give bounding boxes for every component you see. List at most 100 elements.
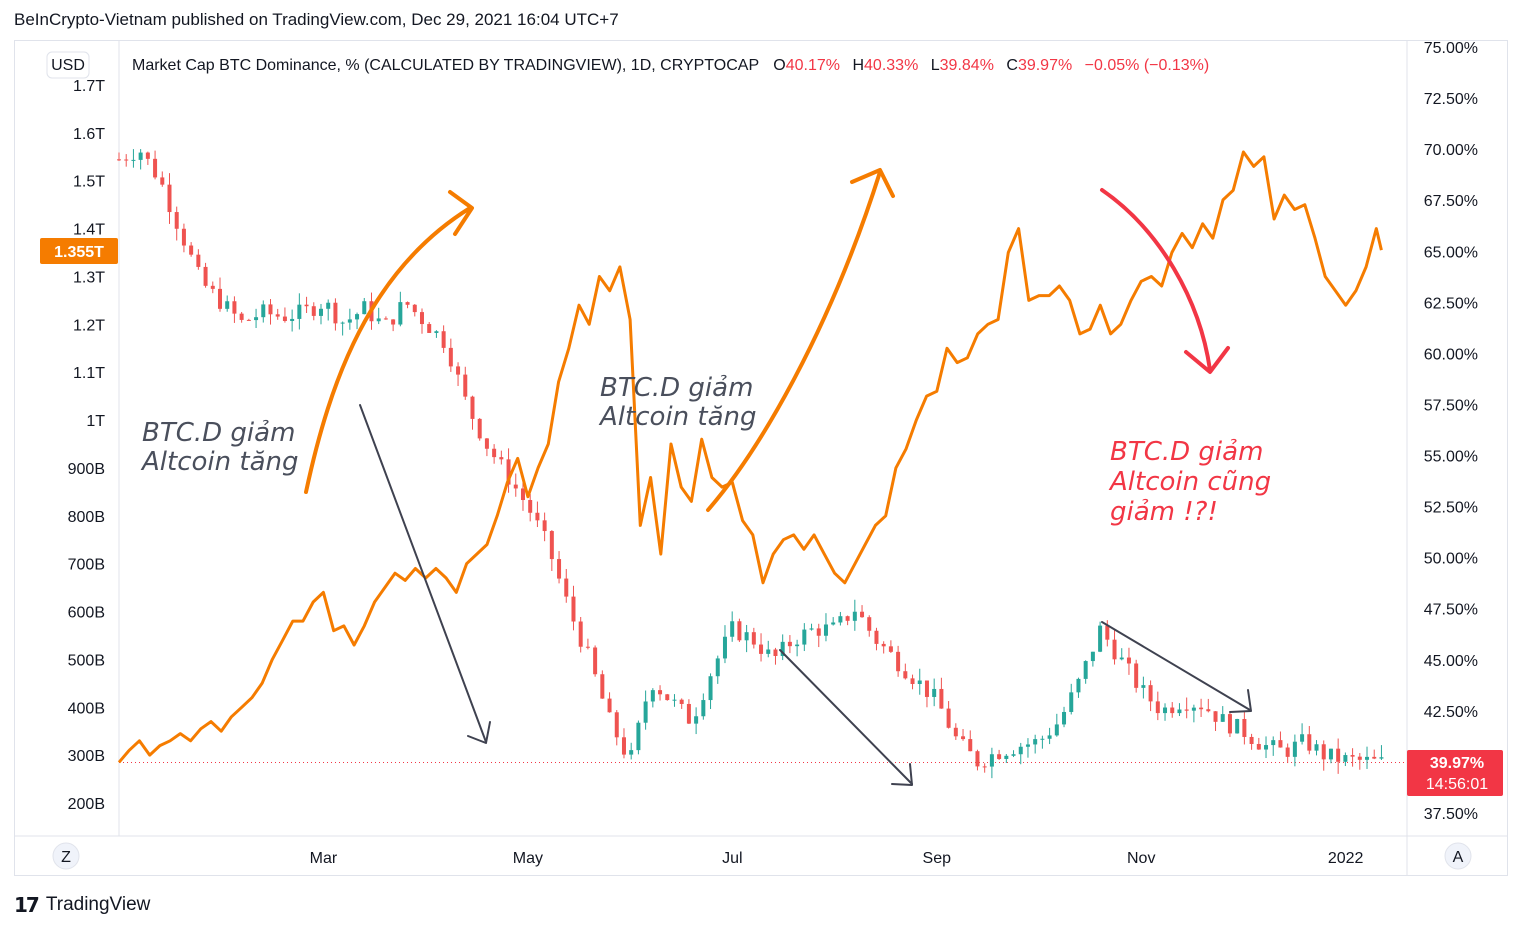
candle-body	[203, 266, 208, 286]
right-price-tag-value: 39.97%	[1430, 755, 1484, 772]
candle-body	[1372, 756, 1377, 759]
left-axis-tick-label: 1.4T	[73, 222, 105, 239]
left-axis-tick-label: 1T	[86, 413, 105, 430]
candle-body	[1119, 657, 1124, 660]
candle-body	[989, 754, 994, 767]
auto-scale-button-label: A	[1453, 849, 1464, 866]
candle-body	[261, 304, 266, 318]
candle-body	[636, 722, 641, 751]
right-axis-tick-label: 52.50%	[1424, 500, 1478, 517]
left-axis-tick-label: 1.1T	[73, 365, 105, 382]
left-axis-tick-label: 600B	[68, 605, 105, 622]
time-axis-tick-label: 2022	[1328, 850, 1364, 867]
left-axis-tick-label: 1.2T	[73, 317, 105, 334]
candle-body	[1062, 711, 1067, 725]
candle-body	[766, 649, 771, 654]
candle-body	[593, 647, 598, 675]
gray-arrowhead-1	[467, 721, 491, 744]
candle-body	[1040, 738, 1045, 740]
candle-body	[874, 630, 879, 644]
candle-body	[333, 302, 338, 324]
candle-body	[1069, 692, 1074, 712]
candle-body	[528, 500, 533, 513]
candle-body	[484, 438, 489, 449]
time-axis[interactable]: Mar May Jul Sep Nov 2022	[310, 850, 1364, 867]
candle-body	[1336, 748, 1341, 762]
candle-body	[304, 304, 309, 307]
candle-body	[924, 680, 929, 697]
annotation-right-line2: Altcoin cũng	[1108, 467, 1271, 497]
right-axis-tick-label: 67.50%	[1424, 193, 1478, 210]
right-axis-tick-label: 55.00%	[1424, 449, 1478, 466]
candle-body	[383, 318, 388, 320]
candle-body	[737, 621, 742, 641]
candle-body	[196, 254, 201, 267]
candle-body	[1054, 724, 1059, 736]
currency-button-label: USD	[51, 57, 85, 74]
right-axis-tick-label: 65.00%	[1424, 244, 1478, 261]
candle-body	[852, 611, 857, 621]
candle-body	[1134, 663, 1139, 688]
zoom-button-label: Z	[61, 849, 71, 866]
left-price-axis[interactable]: 1.7T 1.6T 1.5T 1.4T 1.3T 1.2T 1.1T 1T 900B 800B 70…	[68, 78, 106, 813]
candle-body	[1271, 740, 1276, 746]
candle-body	[953, 727, 958, 737]
candle-body	[975, 751, 980, 767]
candle-body	[773, 649, 778, 656]
candle-body	[1163, 707, 1168, 714]
gray-arrow-2	[779, 649, 913, 785]
candle-body	[1004, 755, 1009, 759]
legend-title: Market Cap BTC Dominance, % (CALCULATED …	[132, 57, 759, 74]
candle-body	[391, 319, 396, 325]
candle-body	[643, 701, 648, 723]
candle-body	[961, 736, 966, 740]
candle-body	[751, 632, 756, 645]
candle-body	[1314, 744, 1319, 751]
right-price-tag: 39.97% 14:56:01	[1407, 750, 1503, 796]
candle-body	[181, 228, 186, 246]
tradingview-logo-icon: 17	[14, 893, 40, 917]
candle-body	[239, 313, 244, 320]
candle-body	[1025, 744, 1030, 747]
candle-body	[1090, 651, 1095, 662]
candle-body	[629, 750, 634, 755]
red-curved-arrow-right	[1100, 188, 1212, 372]
left-axis-tick-label: 1.5T	[73, 174, 105, 191]
candle-body	[362, 301, 367, 315]
candle-body	[174, 212, 179, 229]
legend-change: −0.05% (−0.13%)	[1085, 57, 1210, 74]
zoom-button[interactable]: Z	[52, 842, 80, 870]
footer-brand[interactable]: 17 TradingView	[14, 893, 150, 917]
candle-body	[816, 628, 821, 636]
candle-body	[470, 396, 475, 419]
candle-body	[910, 678, 915, 685]
candle-body	[621, 737, 626, 755]
candle-body	[1033, 739, 1038, 745]
candle-body	[412, 304, 417, 313]
candle-body	[881, 643, 886, 647]
time-axis-tick-label: Mar	[310, 850, 338, 867]
candle-body	[326, 302, 331, 309]
right-axis-tick-label: 37.50%	[1424, 806, 1478, 823]
candle-body	[694, 716, 699, 724]
right-percent-axis[interactable]: 75.00% 72.50% 70.00% 67.50% 65.00% 62.50% 60.0…	[1424, 40, 1478, 823]
candle-body	[903, 671, 908, 679]
candle-body	[290, 318, 295, 321]
candle-body	[318, 308, 323, 316]
candle-body	[217, 288, 222, 309]
candle-body	[542, 520, 547, 532]
right-axis-tick-label: 72.50%	[1424, 91, 1478, 108]
left-axis-tick-label: 900B	[68, 461, 105, 478]
candle-body	[1018, 746, 1023, 755]
annotation-right-line1: BTC.D giảm	[1110, 437, 1263, 467]
candle-body	[1343, 755, 1348, 762]
candle-body	[665, 694, 670, 701]
currency-button[interactable]: USD	[46, 51, 90, 79]
auto-scale-button[interactable]: A	[1444, 842, 1472, 870]
gray-arrowhead-2	[891, 763, 913, 786]
candle-body	[802, 629, 807, 645]
candle-body	[1242, 718, 1247, 737]
candle-body	[1126, 657, 1131, 664]
candle-body	[650, 690, 655, 702]
